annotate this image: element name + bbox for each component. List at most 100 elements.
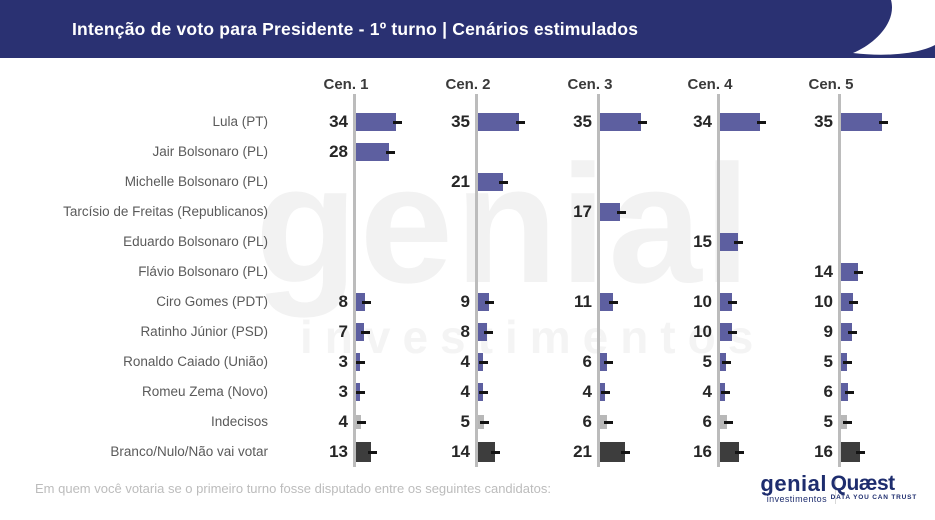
bar — [356, 323, 365, 341]
error-marker — [844, 390, 854, 394]
bar — [841, 323, 852, 341]
scenario-header: Cen. 3 — [567, 76, 613, 93]
bar-value: 5 — [823, 412, 833, 431]
error-marker — [609, 300, 619, 304]
bar-value: 10 — [693, 292, 712, 311]
candidate-label: Jair Bolsonaro (PL) — [152, 144, 268, 159]
error-marker — [878, 120, 888, 124]
bar — [720, 442, 739, 462]
header-banner: Intenção de voto para Presidente - 1º tu… — [0, 0, 935, 58]
scenario-axis — [353, 94, 356, 467]
candidate-label: Ciro Gomes (PDT) — [156, 294, 268, 309]
genial-logo-word: genial — [760, 471, 827, 496]
bar-value: 6 — [582, 412, 592, 431]
bar-value: 6 — [582, 352, 592, 371]
candidate-label: Eduardo Bolsonaro (PL) — [123, 234, 268, 249]
error-marker — [356, 390, 366, 394]
candidate-label: Michelle Bolsonaro (PL) — [124, 174, 268, 189]
bar-value: 14 — [814, 262, 833, 281]
bar-value: 9 — [823, 322, 833, 341]
bar-value: 21 — [573, 442, 592, 461]
bar-value: 5 — [823, 352, 833, 371]
bar — [720, 293, 732, 311]
bar-value: 34 — [329, 112, 348, 131]
bar-value: 5 — [460, 412, 470, 431]
error-marker — [854, 270, 864, 274]
watermark-investimentos: investimentos — [300, 311, 766, 363]
quaest-logo-tagline: DATA YOU CAN TRUST — [830, 494, 917, 501]
bar — [356, 143, 390, 161]
bar — [356, 113, 397, 131]
scenario-header: Cen. 2 — [445, 76, 491, 93]
watermark-genial: genial — [255, 130, 753, 318]
bar — [841, 293, 853, 311]
bar-value: 4 — [460, 352, 470, 371]
bar-value: 13 — [329, 442, 348, 461]
bar-value: 8 — [460, 322, 470, 341]
bar — [478, 293, 489, 311]
candidate-label: Lula (PT) — [212, 114, 268, 129]
error-marker — [499, 180, 509, 184]
error-marker — [515, 120, 525, 124]
candidate-label: Ronaldo Caiado (União) — [123, 354, 268, 369]
error-marker — [603, 360, 613, 364]
error-marker — [483, 330, 493, 334]
error-marker — [856, 450, 866, 454]
bar — [841, 442, 860, 462]
error-marker — [621, 450, 631, 454]
survey-question: Em quem você votaria se o primeiro turno… — [35, 481, 551, 496]
bar — [478, 323, 488, 341]
error-marker — [848, 330, 858, 334]
quaest-logo-word: Quæst — [830, 472, 896, 495]
bar — [600, 353, 608, 371]
bar — [600, 113, 642, 131]
error-marker — [616, 210, 626, 214]
bar-value: 5 — [702, 352, 712, 371]
error-marker — [479, 390, 489, 394]
bar — [720, 415, 728, 429]
candidate-label: Branco/Nulo/Não vai votar — [110, 444, 268, 459]
bar-value: 10 — [814, 292, 833, 311]
candidate-label: Indecisos — [210, 414, 268, 429]
bar — [600, 415, 608, 429]
error-marker — [603, 420, 613, 424]
bar — [720, 323, 732, 341]
error-marker — [728, 330, 738, 334]
bar-value: 17 — [573, 202, 592, 221]
candidate-label: Tarcísio de Freitas (Republicanos) — [63, 204, 268, 219]
bar — [478, 113, 520, 131]
scenario-header: Cen. 5 — [808, 76, 854, 93]
error-marker — [756, 120, 766, 124]
error-marker — [360, 330, 370, 334]
bar-value: 4 — [702, 382, 712, 401]
error-marker — [392, 120, 402, 124]
error-marker — [361, 300, 371, 304]
error-marker — [722, 360, 732, 364]
bar-value: 6 — [702, 412, 712, 431]
error-marker — [728, 300, 738, 304]
bar-value: 15 — [693, 232, 712, 251]
candidate-label: Romeu Zema (Novo) — [141, 384, 268, 399]
bar-value: 6 — [823, 382, 833, 401]
scenario-axis — [717, 94, 720, 467]
bar — [478, 173, 503, 191]
bar — [720, 113, 761, 131]
error-marker — [357, 420, 367, 424]
candidate-label: Ratinho Júnior (PSD) — [140, 324, 268, 339]
scenario-axis — [838, 94, 841, 467]
bar-value: 9 — [460, 292, 470, 311]
error-marker — [849, 300, 859, 304]
bar-value: 16 — [814, 442, 833, 461]
scenario-axis — [597, 94, 600, 467]
bar — [478, 442, 495, 462]
error-marker — [479, 360, 489, 364]
bar-value: 28 — [329, 142, 348, 161]
error-marker — [367, 450, 377, 454]
quaest-logo: Quæst DATA YOU CAN TRUST — [830, 472, 917, 501]
bar — [356, 442, 372, 462]
error-marker — [735, 450, 745, 454]
bar — [720, 233, 738, 251]
bar — [841, 263, 858, 281]
bar — [600, 293, 613, 311]
bar — [841, 113, 883, 131]
